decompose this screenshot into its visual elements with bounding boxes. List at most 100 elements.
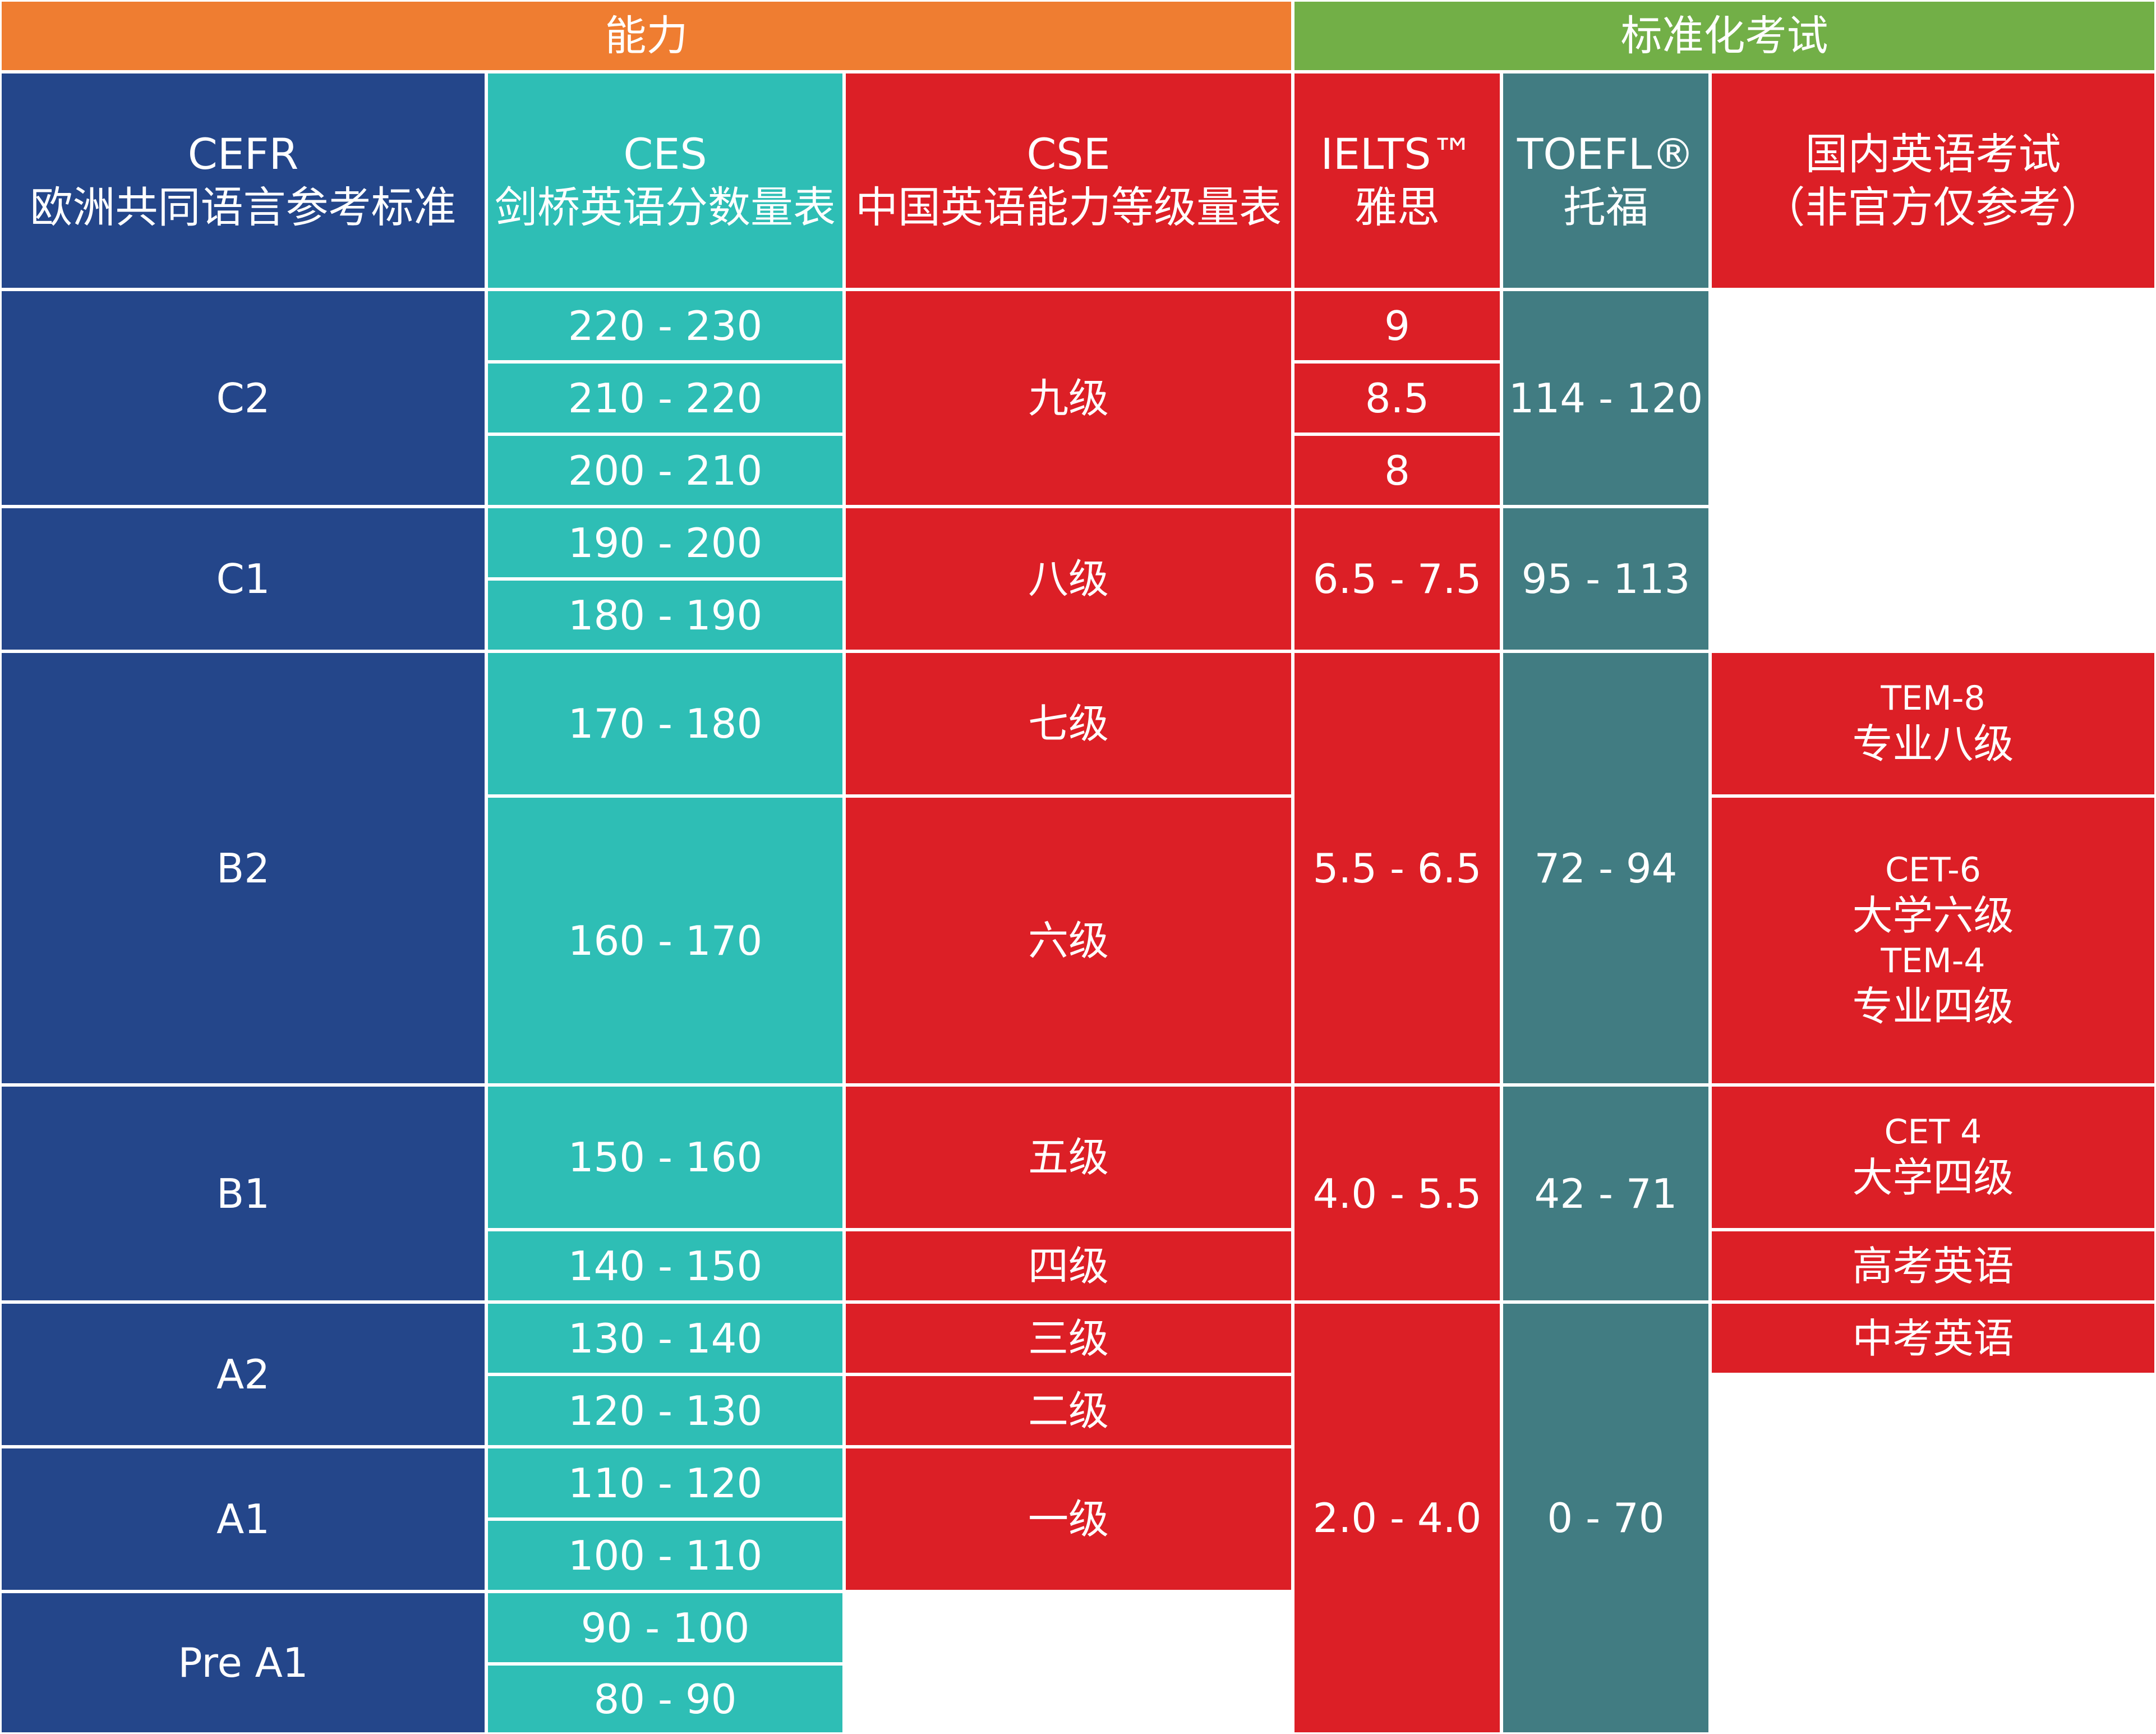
domestic-header-line2: （非官方仅参考）: [1762, 182, 2104, 232]
ces-range-label: 150 - 160: [568, 1134, 763, 1181]
cse-level-label: 四级: [1028, 1242, 1109, 1290]
exam-code: TEM-8: [1881, 679, 1985, 718]
cefr-level-label: C1: [216, 555, 270, 602]
cefr-level-label: A2: [216, 1351, 270, 1398]
exam-name: 高考英语: [1852, 1242, 2014, 1290]
standardized-tests-group-header: 标准化考试: [1293, 0, 2156, 72]
ces-range-label: 80 - 90: [593, 1675, 737, 1723]
ielts-header-line1: IELTS™: [1320, 129, 1474, 179]
cse-level: 七级: [844, 651, 1293, 796]
cse-level: 三级: [844, 1302, 1293, 1374]
cefr-header-line1: CEFR: [187, 129, 299, 179]
ces-range-label: 120 - 130: [568, 1387, 763, 1434]
ielts-band-label: 8.5: [1365, 374, 1430, 422]
ces-range: 200 - 210: [486, 434, 844, 507]
ielts-band: 9: [1293, 289, 1501, 362]
ces-range: 130 - 140: [486, 1302, 844, 1374]
ces-range: 150 - 160: [486, 1085, 844, 1230]
toefl-range: 42 - 71: [1501, 1085, 1710, 1302]
ielts-band-label: 6.5 - 7.5: [1312, 555, 1482, 602]
cefr-level-b2: B2: [0, 651, 486, 1085]
cefr-level-label: B2: [216, 844, 270, 892]
exam-code: TEM-4: [1881, 941, 1985, 981]
ces-range-label: 180 - 190: [568, 591, 763, 639]
toefl-range-label: 0 - 70: [1547, 1494, 1665, 1542]
cefr-level-c1: C1: [0, 507, 486, 651]
cse-level: 八级: [844, 507, 1293, 651]
toefl-range-label: 72 - 94: [1534, 844, 1678, 892]
ces-range: 140 - 150: [486, 1230, 844, 1302]
toefl-range-label: 95 - 113: [1521, 555, 1690, 602]
ces-range-label: 160 - 170: [568, 917, 763, 964]
ielts-band-label: 2.0 - 4.0: [1312, 1494, 1482, 1542]
cefr-header-line2: 欧洲共同语言参考标准: [30, 182, 457, 232]
toefl-range-label: 114 - 120: [1508, 374, 1703, 422]
cse-level-label: 三级: [1028, 1314, 1109, 1362]
ces-range: 190 - 200: [486, 507, 844, 579]
cefr-level-label: A1: [216, 1496, 270, 1543]
exam-name: 中考英语: [1852, 1314, 2014, 1362]
exam-code: CET-6: [1885, 850, 1981, 890]
ces-range: 220 - 230: [486, 289, 844, 362]
cse-level-label: 七级: [1028, 700, 1109, 747]
ielts-header: IELTS™ 雅思: [1293, 72, 1501, 289]
toefl-header-line1: TOEFL®: [1517, 129, 1695, 179]
ces-range-label: 220 - 230: [568, 302, 763, 349]
cefr-level-label: Pre A1: [178, 1639, 308, 1686]
toefl-range: 114 - 120: [1501, 289, 1710, 507]
domestic-header: 国内英语考试 （非官方仅参考）: [1710, 72, 2156, 289]
ielts-band: 5.5 - 6.5: [1293, 651, 1501, 1085]
ces-range-label: 140 - 150: [568, 1242, 763, 1290]
ces-range-label: 170 - 180: [568, 700, 763, 747]
cefr-level-pre-a1: Pre A1: [0, 1592, 486, 1734]
ces-range-label: 200 - 210: [568, 447, 763, 494]
ielts-band: 6.5 - 7.5: [1293, 507, 1501, 651]
ielts-band: 2.0 - 4.0: [1293, 1302, 1501, 1734]
cse-level: 二级: [844, 1374, 1293, 1447]
ielts-band: 4.0 - 5.5: [1293, 1085, 1501, 1302]
cse-header-line2: 中国英语能力等级量表: [855, 182, 1282, 232]
cse-level-label: 二级: [1028, 1387, 1109, 1434]
exam-name: 专业四级: [1852, 982, 2014, 1030]
ces-range: 80 - 90: [486, 1664, 844, 1734]
cefr-level-a1: A1: [0, 1447, 486, 1592]
domestic-exam-cet4: CET 4 大学四级: [1710, 1085, 2156, 1230]
cse-header: CSE 中国英语能力等级量表: [844, 72, 1293, 289]
domestic-exam-cet6-tem4: CET-6 大学六级 TEM-4 专业四级: [1710, 796, 2156, 1085]
cefr-level-a2: A2: [0, 1302, 486, 1447]
ielts-band-label: 9: [1384, 302, 1410, 349]
domestic-exam-zhongkao: 中考英语: [1710, 1302, 2156, 1374]
ces-range: 110 - 120: [486, 1447, 844, 1519]
ces-range-label: 100 - 110: [568, 1531, 763, 1579]
ces-range: 120 - 130: [486, 1374, 844, 1447]
ielts-header-line2: 雅思: [1355, 182, 1440, 232]
cefr-header: CEFR 欧洲共同语言参考标准: [0, 72, 486, 289]
ces-range: 170 - 180: [486, 651, 844, 796]
cse-level: 一级: [844, 1447, 1293, 1592]
ces-range: 160 - 170: [486, 796, 844, 1085]
ces-range-label: 130 - 140: [568, 1314, 763, 1362]
standardized-tests-group-label: 标准化考试: [1620, 11, 1828, 60]
cse-level-label: 六级: [1028, 917, 1109, 964]
cse-level: 九级: [844, 289, 1293, 507]
cefr-level-c2: C2: [0, 289, 486, 507]
cse-header-line1: CSE: [1026, 129, 1111, 179]
ces-range-label: 110 - 120: [568, 1459, 763, 1507]
toefl-range: 0 - 70: [1501, 1302, 1710, 1734]
cse-level-label: 五级: [1028, 1134, 1109, 1181]
cse-level-label: 八级: [1028, 555, 1109, 602]
cse-level: 六级: [844, 796, 1293, 1085]
toefl-header: TOEFL® 托福: [1501, 72, 1710, 289]
ielts-band: 8: [1293, 434, 1501, 507]
ielts-band-label: 4.0 - 5.5: [1312, 1170, 1482, 1217]
ces-header: CES 剑桥英语分数量表: [486, 72, 844, 289]
domestic-exam-tem8: TEM-8 专业八级: [1710, 651, 2156, 796]
ces-range: 100 - 110: [486, 1519, 844, 1592]
ielts-band-label: 8: [1384, 447, 1410, 494]
toefl-range-label: 42 - 71: [1534, 1170, 1678, 1217]
cse-level-label: 一级: [1028, 1496, 1109, 1543]
ces-range-label: 90 - 100: [581, 1604, 750, 1652]
ability-group-header: 能力: [0, 0, 1293, 72]
ces-range: 90 - 100: [486, 1592, 844, 1664]
